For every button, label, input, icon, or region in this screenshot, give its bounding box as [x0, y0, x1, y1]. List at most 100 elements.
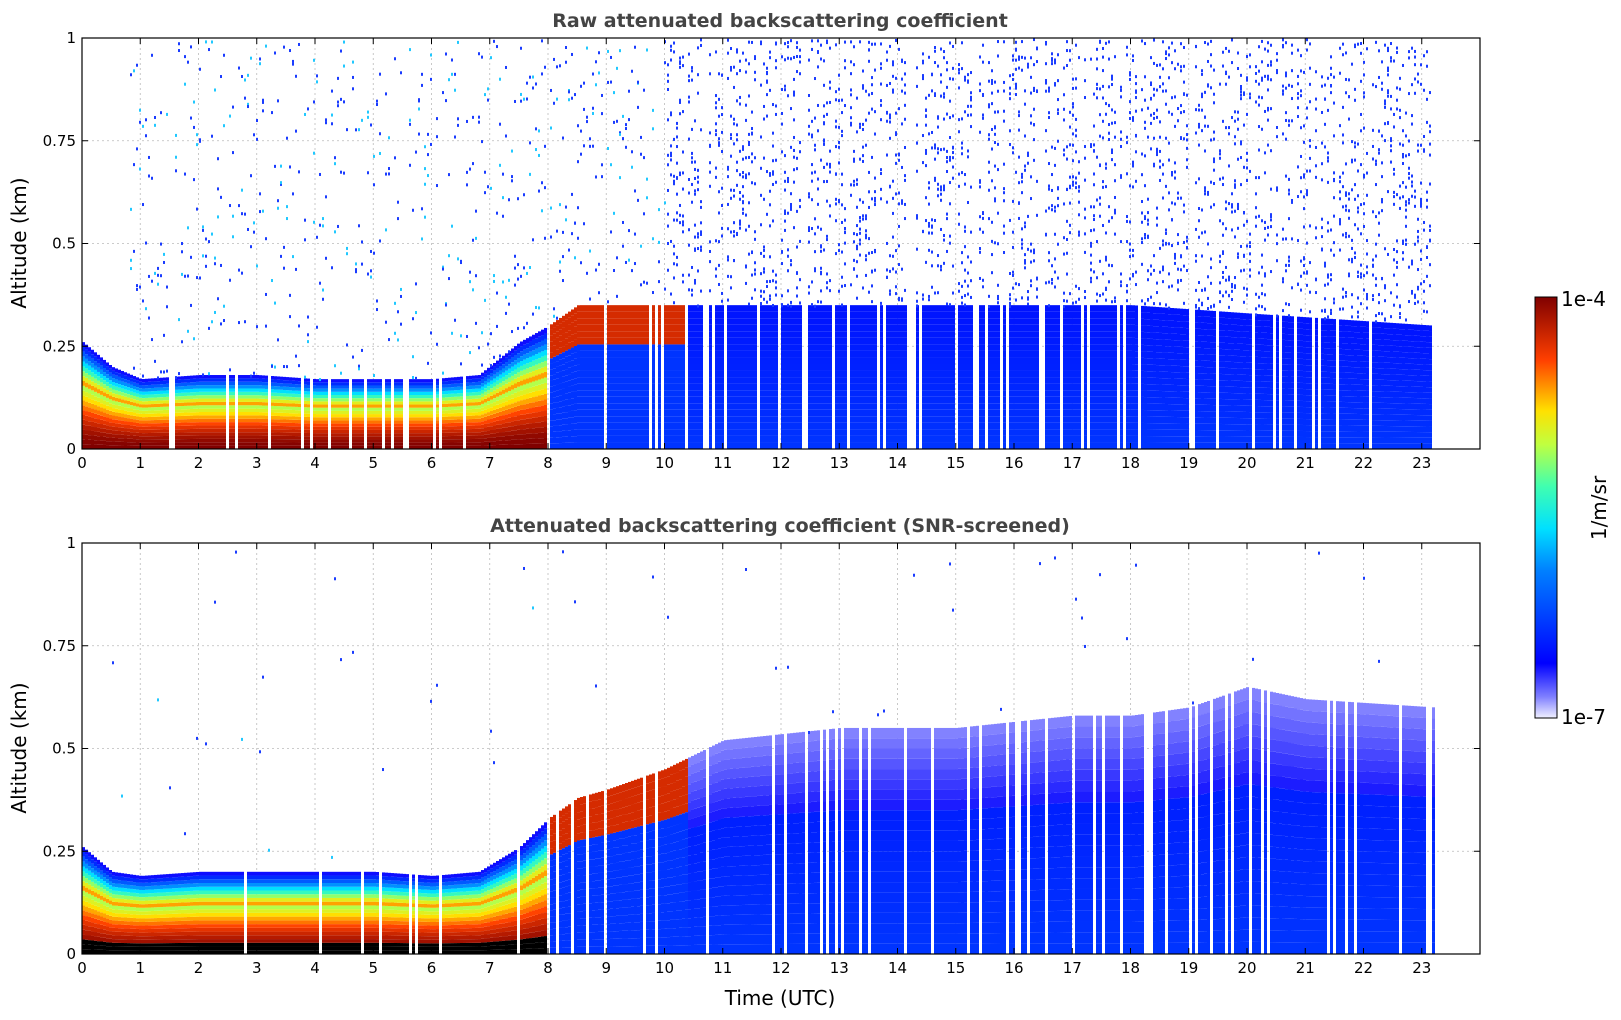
heatmap-cell	[673, 409, 676, 417]
heatmap-cell	[343, 433, 346, 437]
heatmap-cell	[448, 397, 451, 401]
heatmap-cell	[289, 409, 292, 414]
heatmap-cell	[553, 333, 556, 340]
heatmap-cell	[715, 422, 718, 430]
heatmap-cell	[577, 370, 580, 378]
heatmap-cell	[121, 395, 124, 400]
heatmap-cell	[430, 382, 433, 386]
heatmap-cell	[490, 426, 493, 431]
heatmap-cell	[652, 350, 655, 358]
heatmap-cell	[472, 432, 475, 436]
heatmap-cell	[511, 444, 514, 449]
heatmap-cell	[352, 379, 355, 383]
heatmap-cell	[295, 397, 298, 401]
heatmap-cell	[622, 422, 625, 430]
heatmap-cell	[199, 418, 202, 423]
heatmap-cell	[568, 392, 571, 400]
heatmap-cell	[616, 331, 619, 338]
heatmap-cell	[217, 428, 220, 433]
noise-pixel	[709, 53, 711, 57]
noise-pixel	[298, 170, 300, 174]
heatmap-cell	[208, 438, 211, 443]
heatmap-cell	[523, 379, 526, 385]
heatmap-cell	[385, 445, 388, 449]
heatmap-cell	[715, 435, 718, 443]
noise-pixel	[307, 340, 309, 344]
noise-pixel	[427, 174, 429, 178]
heatmap-cell	[670, 370, 673, 378]
heatmap-cell	[478, 401, 481, 406]
heatmap-cell	[526, 378, 529, 384]
heatmap-cell	[175, 429, 178, 433]
heatmap-cell	[478, 391, 481, 396]
heatmap-cell	[229, 438, 232, 443]
heatmap-cell	[103, 384, 106, 389]
heatmap-cell	[97, 384, 100, 390]
heatmap-cell	[565, 399, 568, 406]
heatmap-cell	[271, 405, 274, 410]
heatmap-cell	[397, 420, 400, 424]
heatmap-cell	[478, 398, 481, 402]
heatmap-cell	[598, 363, 601, 371]
heatmap-cell	[430, 395, 433, 399]
noise-pixel	[187, 274, 189, 278]
heatmap-cell	[637, 344, 640, 351]
heatmap-cell	[325, 388, 328, 392]
noise-pixel	[595, 60, 597, 64]
heatmap-cell	[565, 387, 568, 394]
heatmap-cell	[118, 402, 121, 406]
heatmap-cell	[493, 406, 496, 410]
heatmap-cell	[91, 358, 94, 364]
heatmap-cell	[505, 375, 508, 380]
heatmap-cell	[223, 422, 226, 426]
heatmap-cell	[142, 439, 145, 443]
heatmap-cell	[136, 400, 139, 404]
heatmap-cell	[319, 436, 322, 440]
heatmap-cell	[592, 337, 595, 345]
heatmap-cell	[82, 351, 85, 357]
heatmap-cell	[412, 395, 415, 399]
heatmap-cell	[109, 372, 112, 377]
noise-pixel	[286, 365, 288, 369]
heatmap-cell	[529, 341, 532, 347]
heatmap-cell	[688, 305, 691, 312]
heatmap-cell	[679, 337, 682, 345]
heatmap-cell	[610, 318, 613, 325]
heatmap-cell	[271, 439, 274, 443]
heatmap-cell	[145, 433, 148, 437]
heatmap-cell	[208, 418, 211, 423]
heatmap-cell	[220, 415, 223, 419]
heatmap-cell	[265, 408, 268, 413]
heatmap-cell	[412, 433, 415, 437]
noise-pixel	[397, 217, 399, 221]
noise-pixel	[727, 175, 729, 179]
heatmap-cell	[715, 350, 718, 358]
heatmap-cell	[220, 428, 223, 433]
heatmap-cell	[256, 398, 259, 402]
heatmap-cell	[709, 409, 712, 417]
heatmap-cell	[184, 429, 187, 433]
heatmap-cell	[688, 331, 691, 338]
heatmap-cell	[484, 409, 487, 414]
heatmap-cell	[646, 337, 649, 345]
heatmap-cell	[583, 363, 586, 371]
heatmap-cell	[652, 305, 655, 312]
noise-pixel	[565, 205, 567, 209]
heatmap-cell	[472, 415, 475, 419]
heatmap-cell	[541, 443, 544, 449]
heatmap-cell	[247, 445, 250, 449]
heatmap-cell	[304, 404, 307, 408]
heatmap-cell	[598, 429, 601, 436]
heatmap-cell	[646, 403, 649, 410]
heatmap-cell	[637, 350, 640, 358]
heatmap-cell	[373, 379, 376, 383]
heatmap-cell	[529, 367, 532, 373]
heatmap-cell	[445, 432, 448, 437]
heatmap-cell	[556, 343, 559, 350]
heatmap-cell	[97, 393, 100, 398]
heatmap-cell	[136, 387, 139, 391]
heatmap-cell	[106, 421, 109, 426]
heatmap-cell	[601, 429, 604, 436]
heatmap-cell	[133, 422, 136, 426]
heatmap-cell	[424, 414, 427, 418]
